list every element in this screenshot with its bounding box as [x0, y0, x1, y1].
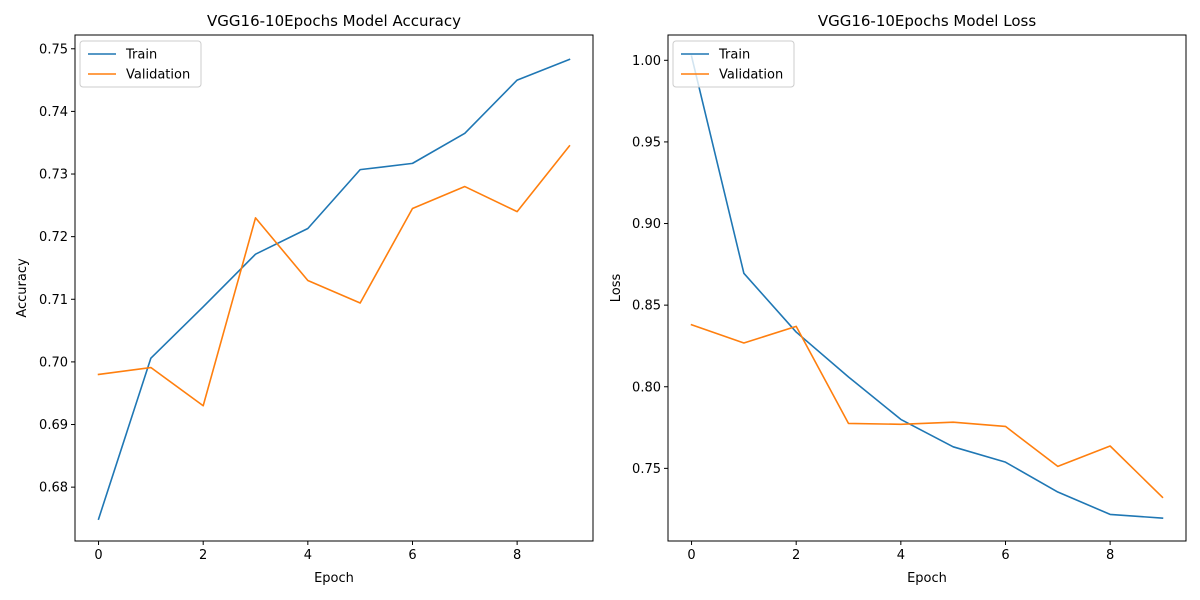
y-tick-label: 0.85 [632, 299, 661, 314]
y-tick-label: 0.90 [632, 217, 661, 232]
y-tick-label: 0.95 [632, 135, 661, 150]
legend-label: Train [125, 48, 157, 63]
y-tick-label: 0.69 [39, 418, 68, 433]
plot-frame [667, 34, 1187, 542]
y-tick-label: 0.70 [39, 355, 68, 370]
x-tick-label: 4 [304, 548, 312, 563]
series-line-train [97, 58, 571, 521]
legend: Train Validation [79, 40, 202, 88]
series-line-train [690, 55, 1164, 520]
y-axis-label: Accuracy [15, 258, 30, 318]
chart-panel-1: VGG16-10Epochs Model Accuracy 0 2 4 6 8 0.68 0.… [15, 12, 594, 586]
y-axis-label: Loss [609, 274, 624, 303]
y-tick-label: 0.72 [39, 230, 68, 245]
x-axis-label: Epoch [314, 571, 354, 586]
x-tick-label: 2 [792, 548, 800, 563]
legend-label: Validation [126, 68, 190, 83]
chart-title: VGG16-10Epochs Model Loss [818, 12, 1036, 30]
x-axis-label: Epoch [907, 571, 947, 586]
y-tick-label: 0.75 [632, 462, 661, 477]
x-tick-label: 6 [408, 548, 416, 563]
x-tick-label: 8 [513, 548, 521, 563]
legend-label: Validation [719, 68, 783, 83]
x-tick-label: 2 [199, 548, 207, 563]
series-line-validation [690, 323, 1164, 499]
legend-box [79, 40, 202, 88]
x-tick-label: 4 [897, 548, 905, 563]
x-tick-label: 6 [1001, 548, 1009, 563]
x-tick-label: 0 [94, 548, 102, 563]
y-tick-label: 1.00 [632, 54, 661, 69]
chart-panel-2: VGG16-10Epochs Model Loss 0 2 4 6 8 0.75 0.80 0.… [609, 12, 1187, 586]
plot-frame [74, 34, 594, 542]
x-tick-label: 0 [687, 548, 695, 563]
legend-box [672, 40, 795, 88]
chart-title: VGG16-10Epochs Model Accuracy [207, 12, 461, 30]
legend: Train Validation [672, 40, 795, 88]
y-tick-label: 0.68 [39, 481, 68, 496]
x-tick-label: 8 [1106, 548, 1114, 563]
y-tick-label: 0.80 [632, 380, 661, 395]
y-tick-label: 0.74 [39, 105, 68, 120]
y-tick-label: 0.71 [39, 293, 68, 308]
legend-label: Train [718, 48, 750, 63]
y-tick-label: 0.75 [39, 42, 68, 57]
y-tick-label: 0.73 [39, 168, 68, 183]
series-line-validation [97, 144, 571, 407]
